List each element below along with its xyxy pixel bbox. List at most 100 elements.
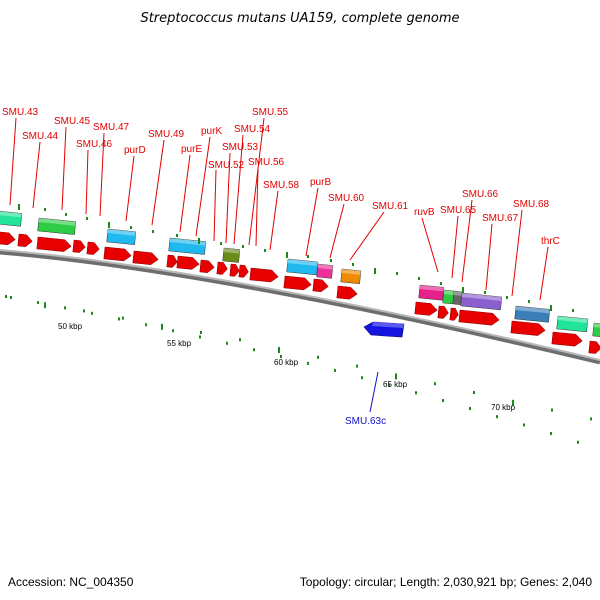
feature-box-highlight [461, 293, 502, 301]
gene-label: SMU.54 [234, 124, 271, 135]
tick-track [5, 204, 592, 444]
feature-box [37, 217, 77, 235]
gene-label: SMU.65 [440, 205, 477, 216]
gene-label: SMU.56 [248, 157, 285, 168]
topology-summary: Topology: circular; Length: 2,030,921 bp… [300, 575, 593, 589]
cds-arrow [229, 263, 240, 277]
feature-box [168, 237, 207, 255]
upper-tick [264, 249, 266, 252]
leader-line [329, 203, 345, 259]
leader-line [485, 223, 493, 291]
minor-tick [523, 423, 525, 427]
scale-label: 70 kbp [491, 403, 516, 412]
cds-arrow [103, 246, 132, 262]
leader-line [125, 155, 135, 222]
scale-tick [278, 347, 280, 353]
leader-line [461, 199, 473, 283]
feature-box-highlight [453, 291, 462, 296]
leader-line [179, 154, 191, 233]
upper-tick [396, 272, 398, 275]
gene-label: SMU.68 [513, 199, 550, 210]
leader-line [369, 371, 379, 413]
gene-label: SMU.45 [54, 116, 91, 127]
gene-label: SMU.46 [76, 139, 113, 150]
scale-tick [44, 302, 46, 309]
cds-arrow [132, 250, 159, 265]
leader-line [269, 190, 279, 251]
feature-box [106, 228, 137, 245]
map-title: Streptococcus mutans UA159, complete gen… [140, 11, 459, 26]
minor-tick [145, 323, 147, 327]
feature-box [340, 268, 362, 285]
upper-tick [220, 242, 222, 245]
gene-label-minus: SMU.63c [345, 416, 386, 427]
scale-tick [200, 331, 202, 334]
leader-line [195, 136, 211, 237]
cds-arrow [166, 254, 178, 268]
minor-tick [550, 432, 552, 435]
minor-tick [253, 348, 255, 352]
scale-tick [395, 373, 397, 380]
feature-box [514, 305, 551, 323]
upper-tick [484, 291, 486, 294]
minor-tick [172, 329, 174, 333]
feature-box-highlight [169, 238, 206, 246]
gene-label: SMU.44 [22, 131, 59, 142]
upper-tick [198, 238, 200, 244]
gene-label: SMU.55 [252, 107, 289, 118]
upper-tick [242, 245, 244, 248]
feature-box-highlight [287, 259, 318, 266]
leader-line [421, 217, 439, 273]
upper-tick [176, 234, 178, 237]
gene-label: SMU.60 [328, 193, 365, 204]
leader-line [85, 149, 89, 215]
upper-tick [44, 208, 46, 211]
feature-box-highlight [223, 248, 240, 254]
cds-arrow [238, 264, 249, 278]
scale-tick [551, 408, 553, 412]
cds-arrow [336, 285, 358, 300]
leader-line [99, 132, 105, 217]
leader-line [61, 126, 67, 211]
gene-label: SMU.61 [372, 201, 409, 212]
scale-label: 60 kbp [274, 358, 299, 367]
upper-tick [330, 259, 332, 262]
minor-tick [361, 376, 363, 380]
upper-tick [130, 226, 132, 229]
leader-line [349, 211, 385, 261]
minor-tick [442, 399, 444, 403]
backbone [0, 249, 600, 365]
upper-tick [352, 263, 354, 266]
minor-tick [415, 391, 417, 395]
feature-box-highlight [341, 269, 361, 275]
minor-tick [199, 335, 201, 339]
cds-arrow [72, 239, 86, 253]
scale-tick [239, 338, 241, 342]
cds-track [0, 231, 600, 354]
leader-line [255, 167, 259, 247]
gene-label: thrC [541, 236, 560, 247]
gene-label: purB [310, 177, 331, 188]
minor-tick [64, 306, 66, 310]
gene-label: SMU.53 [222, 142, 259, 153]
cds-arrow [312, 278, 329, 293]
upper-tick [65, 213, 67, 216]
minor-tick [280, 355, 282, 358]
upper-tick [418, 277, 420, 280]
upper-tick [286, 252, 288, 258]
gene-label: SMU.47 [93, 122, 130, 133]
cds-arrow [0, 231, 16, 246]
leader-line [9, 117, 17, 206]
gene-label: purK [201, 126, 222, 137]
gene-label: SMU.66 [462, 189, 499, 200]
scale-tick [434, 382, 436, 386]
feature-box [418, 284, 445, 301]
leader-line [213, 169, 217, 242]
leader-line [451, 215, 459, 279]
feature-box-highlight [38, 218, 76, 226]
leader-lines [9, 117, 549, 413]
leader-line [305, 187, 319, 257]
cds-arrow [458, 309, 500, 326]
feature-box [222, 247, 241, 263]
